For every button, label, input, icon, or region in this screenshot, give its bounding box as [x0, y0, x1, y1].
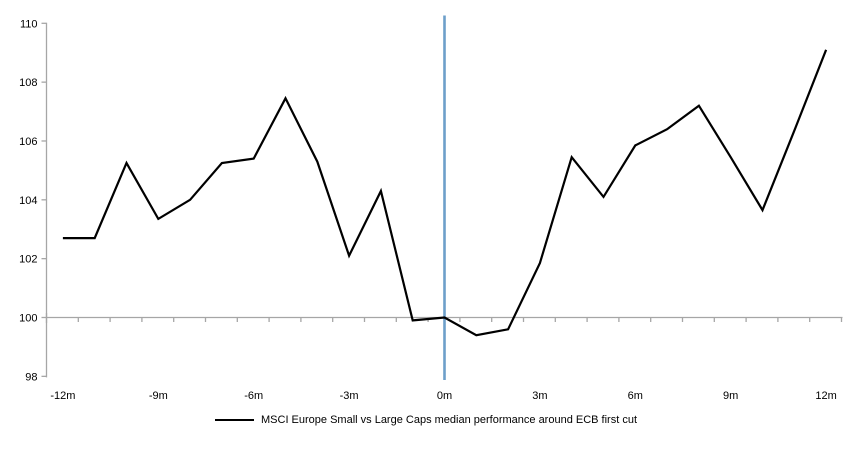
x-tick-label: -6m	[244, 390, 263, 402]
legend-line-sample	[215, 419, 254, 421]
y-tick-label: 102	[19, 254, 37, 266]
y-tick-label: 104	[19, 195, 37, 207]
x-tick-label: 0m	[437, 390, 452, 402]
y-tick-label: 100	[19, 313, 37, 325]
y-tick-label: 98	[25, 371, 37, 383]
x-tick-label: -9m	[149, 390, 168, 402]
legend-label: MSCI Europe Small vs Large Caps median p…	[261, 414, 637, 426]
x-tick-label: -3m	[340, 390, 359, 402]
x-tick-label: 12m	[815, 390, 836, 402]
legend: MSCI Europe Small vs Large Caps median p…	[0, 413, 852, 427]
x-tick-label: 6m	[628, 390, 643, 402]
x-tick-label: 3m	[532, 390, 547, 402]
series-line	[62, 49, 828, 337]
y-tick-label: 106	[19, 136, 37, 148]
x-tick-label: 9m	[723, 390, 738, 402]
x-tick-label: -12m	[50, 390, 75, 402]
y-tick-label: 110	[20, 18, 38, 30]
y-tick-label: 108	[19, 77, 37, 89]
